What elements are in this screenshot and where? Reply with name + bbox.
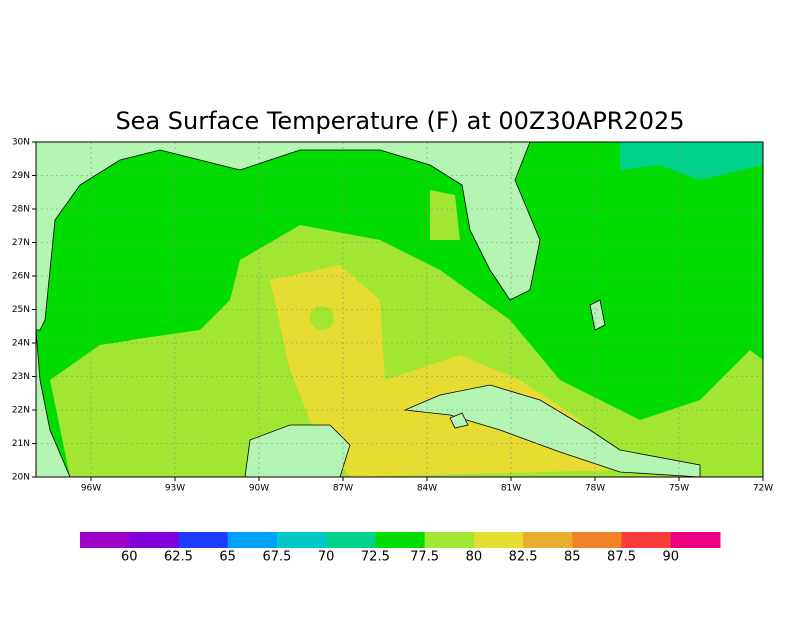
lon-tick-label: 87W xyxy=(333,484,353,494)
colorbar-label: 90 xyxy=(662,550,679,565)
colorbar-label: 72.5 xyxy=(361,550,390,565)
colorbar-swatch xyxy=(326,532,376,548)
colorbar-swatch xyxy=(276,532,327,548)
lon-tick-label: 90W xyxy=(249,484,269,494)
lat-tick-label: 29N xyxy=(12,171,30,181)
lat-tick-label: 25N xyxy=(12,305,30,315)
colorbar-label: 87.5 xyxy=(607,550,636,565)
north-america xyxy=(35,141,541,331)
lat-tick-label: 24N xyxy=(12,339,30,349)
colorbar-swatch xyxy=(129,532,179,548)
lat-tick-label: 27N xyxy=(12,238,30,248)
lat-tick-label: 21N xyxy=(12,439,30,449)
lon-tick-label: 84W xyxy=(417,484,437,494)
island xyxy=(589,299,606,331)
colorbar-label: 77.5 xyxy=(410,550,439,565)
lon-tick-label: 78W xyxy=(585,484,605,494)
colorbar-swatch xyxy=(80,532,130,548)
colorbar-label: 85 xyxy=(564,550,581,565)
colorbar-swatch xyxy=(227,532,278,548)
eddy xyxy=(310,306,334,330)
colorbar-swatch xyxy=(670,532,721,548)
cool-patch xyxy=(620,142,763,180)
lon-tick-label: 72W xyxy=(753,484,773,494)
colorbar-label: 82.5 xyxy=(509,550,538,565)
colorbar-label: 60 xyxy=(121,550,138,565)
colorbar-label: 62.5 xyxy=(164,550,193,565)
lon-tick-label: 96W xyxy=(81,484,101,494)
lon-tick-label: 75W xyxy=(669,484,689,494)
colorbar-label: 70 xyxy=(318,550,335,565)
title: Sea Surface Temperature (F) at 00Z30APR2… xyxy=(115,107,684,135)
colorbar-swatch xyxy=(523,532,573,548)
colorbar: 60 62.5 65 67.5 70 72.5 77.5 80 82.5 85 87.5 90 xyxy=(80,532,721,565)
lat-tick-label: 26N xyxy=(12,272,30,282)
colorbar-swatch xyxy=(375,532,426,548)
lon-tick-label: 81W xyxy=(501,484,521,494)
mild-region xyxy=(50,225,763,477)
colorbar-label: 67.5 xyxy=(262,550,291,565)
grid xyxy=(36,141,764,478)
lat-tick-label: 30N xyxy=(12,138,30,148)
lat-tick-label: 23N xyxy=(12,372,30,382)
mild-region xyxy=(430,190,460,240)
lat-tick-label: 22N xyxy=(12,406,30,416)
lat-tick-label: 28N xyxy=(12,205,30,215)
colorbar-swatch xyxy=(178,532,229,548)
colorbar-swatch xyxy=(572,532,623,548)
colorbar-label: 65 xyxy=(219,550,236,565)
lon-tick-label: 93W xyxy=(165,484,185,494)
island xyxy=(449,412,469,429)
mild-region xyxy=(110,300,240,400)
axes: 96W 93W 90W 87W 84W 81W 78W 75W 72W 30N 29N 28N 27N 2… xyxy=(12,138,773,494)
sst-field xyxy=(36,142,763,477)
colorbar-swatch xyxy=(473,532,524,548)
colorbar-swatch xyxy=(621,532,672,548)
colorbar-swatch xyxy=(424,532,475,548)
cuba xyxy=(403,384,701,478)
lat-tick-label: 20N xyxy=(12,473,30,483)
colorbar-label: 80 xyxy=(466,550,483,565)
